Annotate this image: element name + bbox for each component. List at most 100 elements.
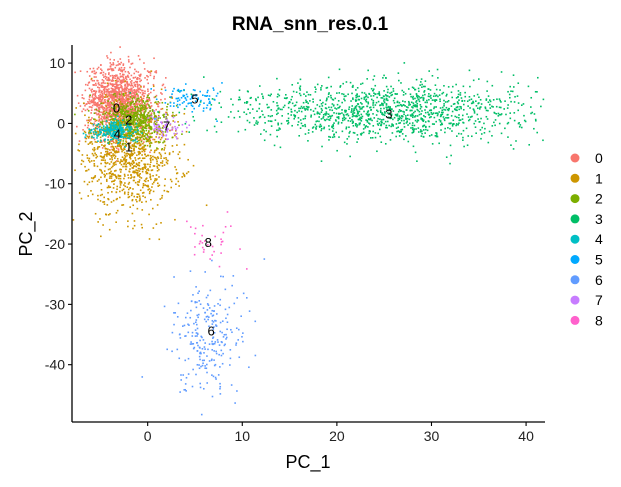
data-point <box>112 187 115 189</box>
data-point <box>291 83 294 86</box>
data-point <box>114 145 117 148</box>
data-point <box>102 125 105 127</box>
data-point <box>120 82 123 85</box>
data-point <box>151 207 154 210</box>
data-point <box>129 128 131 131</box>
data-point <box>149 110 152 112</box>
data-point <box>128 153 130 156</box>
data-point <box>224 308 227 311</box>
data-point <box>114 91 117 93</box>
data-point <box>92 154 95 157</box>
data-point <box>100 117 103 120</box>
data-point <box>143 132 145 134</box>
data-point <box>328 119 331 121</box>
data-point <box>211 395 214 398</box>
data-point <box>100 152 102 154</box>
data-point <box>457 90 460 92</box>
data-point <box>276 77 278 80</box>
data-point <box>379 111 382 114</box>
data-point <box>103 173 105 176</box>
data-point <box>120 105 122 108</box>
data-point <box>148 71 151 73</box>
data-point <box>118 78 121 81</box>
data-point <box>337 122 340 125</box>
data-point <box>390 114 393 116</box>
data-point <box>211 340 213 343</box>
data-point <box>125 93 127 95</box>
data-point <box>237 328 240 331</box>
data-point <box>181 176 183 178</box>
data-point <box>216 339 219 341</box>
data-point <box>506 107 509 109</box>
data-point <box>356 93 358 95</box>
data-point <box>491 125 494 127</box>
data-point <box>362 105 365 108</box>
data-point <box>100 188 103 191</box>
data-point <box>122 165 124 168</box>
data-point <box>130 74 133 77</box>
data-point <box>363 96 366 99</box>
data-point <box>132 188 134 190</box>
data-point <box>135 171 137 174</box>
data-point <box>82 102 85 105</box>
data-point <box>439 124 442 126</box>
data-point <box>500 71 503 73</box>
data-point <box>194 301 197 303</box>
data-point <box>91 143 94 145</box>
data-point <box>436 68 439 71</box>
data-point <box>133 105 136 108</box>
data-point <box>165 129 167 131</box>
data-point <box>100 140 102 142</box>
data-point <box>105 172 108 175</box>
data-point <box>148 106 150 109</box>
data-point <box>307 140 309 142</box>
data-point <box>126 87 129 89</box>
data-point <box>456 116 458 119</box>
data-point <box>130 82 133 85</box>
data-point <box>242 292 245 295</box>
data-point <box>121 90 124 92</box>
data-point <box>119 113 122 116</box>
data-point <box>209 289 212 292</box>
data-point <box>355 115 357 118</box>
data-point <box>155 117 158 120</box>
data-point <box>86 70 89 73</box>
data-point <box>122 93 125 95</box>
data-point <box>114 66 117 69</box>
data-point <box>119 190 121 193</box>
data-point <box>155 136 157 138</box>
data-point <box>130 63 133 65</box>
data-point <box>513 101 516 103</box>
data-point <box>118 87 120 89</box>
data-point <box>111 83 113 85</box>
data-point <box>421 119 424 122</box>
data-point <box>188 124 191 126</box>
data-point <box>123 134 126 137</box>
data-point <box>115 160 118 162</box>
data-point <box>119 58 122 60</box>
data-point <box>178 357 181 360</box>
legend-swatch <box>570 275 580 285</box>
data-point <box>415 101 417 103</box>
data-point <box>118 125 121 128</box>
data-point <box>215 320 217 322</box>
data-point <box>194 321 197 324</box>
data-point <box>372 130 374 133</box>
data-point <box>256 123 259 125</box>
data-point <box>142 142 144 145</box>
data-point <box>190 93 193 96</box>
data-point <box>152 155 154 158</box>
data-point <box>87 119 90 122</box>
data-point <box>112 103 115 106</box>
data-point <box>152 174 154 177</box>
data-point <box>536 76 539 79</box>
data-point <box>369 106 372 109</box>
data-point <box>110 102 113 104</box>
data-point <box>100 82 103 84</box>
data-point <box>112 113 115 116</box>
data-point <box>220 243 222 246</box>
data-point <box>388 124 390 127</box>
data-point <box>149 117 151 119</box>
data-point <box>199 347 201 349</box>
data-point <box>355 124 357 127</box>
